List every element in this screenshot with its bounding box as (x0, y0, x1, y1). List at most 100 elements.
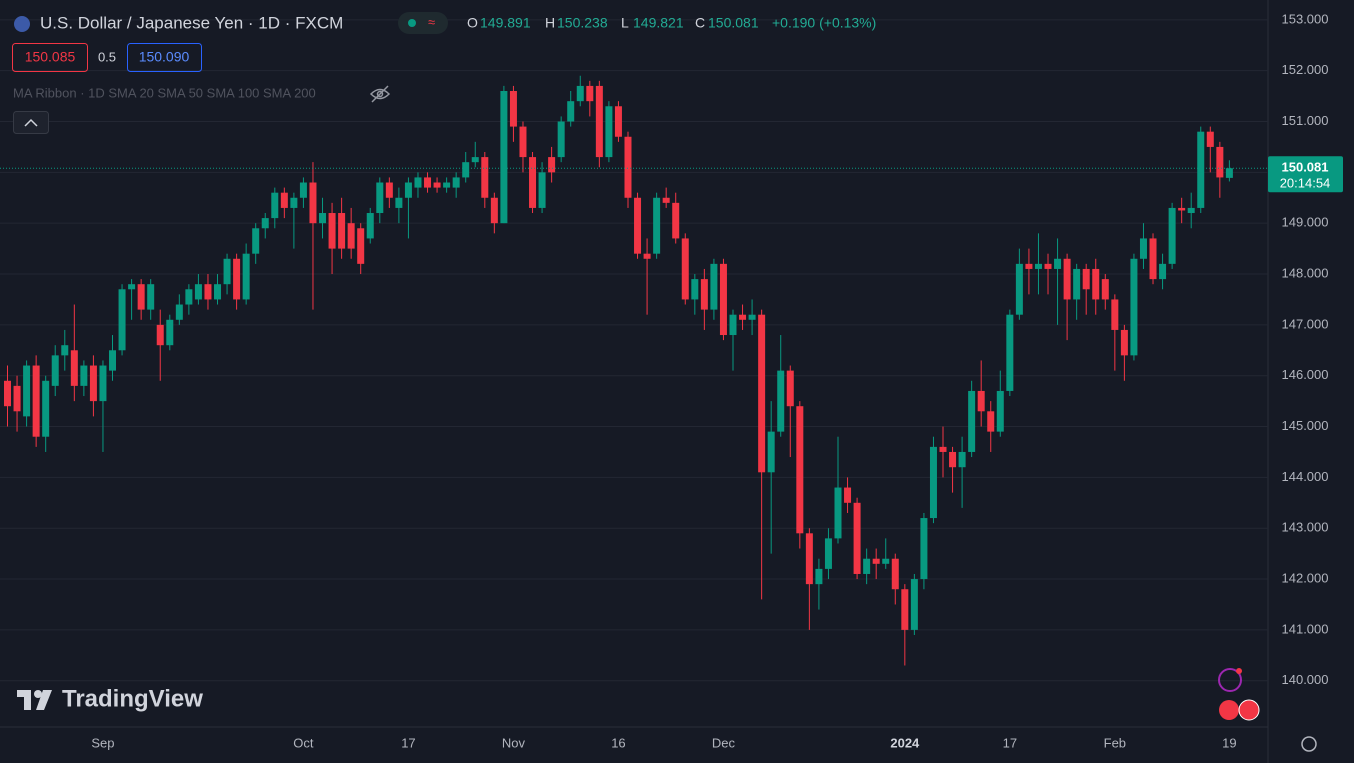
candle-body (605, 106, 613, 158)
candle-body (1216, 146, 1224, 178)
x-tick-label: Sep (91, 735, 114, 750)
candle-body (681, 238, 689, 300)
candle-body (691, 279, 699, 300)
candle-body (147, 284, 155, 310)
y-tick-label: 146.000 (1282, 367, 1329, 382)
candle-body (4, 380, 11, 407)
candle-body (844, 487, 852, 503)
alert-icon[interactable] (1218, 668, 1242, 692)
candle-body (977, 390, 985, 412)
candle-body (777, 370, 785, 432)
candle-body (662, 197, 670, 203)
candle-body (891, 558, 899, 590)
hide-icon[interactable] (369, 85, 391, 103)
y-tick-label: 153.000 (1282, 11, 1329, 26)
x-tick-label: Nov (502, 735, 526, 750)
candle-body (767, 431, 775, 473)
candle-body (1206, 131, 1214, 147)
grid (0, 19, 1268, 682)
candle-body (1006, 314, 1014, 391)
candle-body (385, 182, 393, 198)
candle-body (538, 172, 546, 208)
candle-body (452, 177, 460, 188)
candle-body (70, 350, 78, 386)
x-tick-label: 17 (1003, 735, 1017, 750)
y-tick-label: 145.000 (1282, 418, 1329, 433)
event-icon[interactable] (1219, 700, 1239, 720)
settings-icon[interactable] (1301, 736, 1317, 752)
candle-body (1178, 207, 1186, 211)
candle-body (834, 487, 842, 539)
candle-body (23, 365, 31, 417)
candle-body (548, 157, 556, 173)
y-tick-label: 149.000 (1282, 215, 1329, 230)
candle-body (853, 502, 861, 574)
x-tick-label: 2024 (890, 735, 920, 750)
buy-button[interactable] (127, 43, 202, 72)
buy-price: 150.090 (139, 49, 190, 65)
candle-body (996, 390, 1004, 432)
candle-body (882, 558, 890, 564)
sell-price: 150.085 (25, 49, 76, 65)
candle-body (653, 197, 661, 254)
candle-body (185, 289, 193, 305)
candle-body (910, 579, 918, 630)
collapse-button[interactable] (13, 111, 49, 134)
candle-body (242, 253, 250, 300)
candle-body (137, 284, 145, 310)
ohlc-letter: O (467, 15, 478, 31)
candle-body (319, 213, 327, 224)
ohlc-value: 149.821 (633, 15, 684, 31)
ohlc-value: 149.891 (480, 15, 531, 31)
candle-body (481, 157, 489, 198)
candle-body (529, 157, 537, 208)
candle-body (462, 162, 470, 178)
candle-body (1101, 279, 1109, 300)
candle-body (509, 91, 517, 127)
candle-body (309, 182, 317, 224)
candle-body (672, 202, 680, 239)
candle-body (99, 365, 107, 402)
candle-body (1025, 263, 1033, 269)
candle-body (366, 213, 374, 239)
candle-body (471, 157, 479, 163)
x-tick-label: 16 (611, 735, 625, 750)
collapse-icon (24, 118, 38, 127)
event-icon[interactable] (1238, 699, 1260, 721)
candle-body (1111, 299, 1119, 330)
candle-body (1092, 268, 1100, 300)
status-pill[interactable] (398, 12, 448, 34)
candle-body (824, 538, 832, 569)
y-tick-label: 151.000 (1282, 113, 1329, 128)
candle-body (920, 518, 928, 580)
candles (4, 75, 1233, 666)
candle-body (700, 279, 708, 310)
candle-body (939, 446, 947, 452)
candle-body (128, 284, 136, 290)
ohlc-letter: H (545, 15, 555, 31)
candle-body (901, 589, 909, 630)
indicator-label: MA Ribbon · 1D SMA 20 SMA 50 SMA 100 SMA… (13, 85, 316, 100)
x-tick-label: 17 (401, 735, 415, 750)
candle-body (1054, 258, 1062, 269)
candle-body (61, 345, 69, 356)
candle-body (949, 451, 957, 468)
brand-logo (17, 690, 52, 710)
candle-body (586, 85, 594, 102)
candle-body (614, 106, 622, 137)
candle-body (347, 223, 355, 249)
x-tick-label: Oct (293, 735, 314, 750)
candle-body (414, 177, 422, 188)
candle-body (376, 182, 384, 214)
spread: 0.5 (98, 49, 116, 64)
candle-body (214, 284, 222, 300)
candle-body (395, 197, 403, 208)
candle-body (271, 192, 279, 219)
ohlc-letter: C (695, 15, 705, 31)
candle-body (1139, 238, 1147, 259)
sell-button[interactable] (12, 43, 88, 72)
candle-body (32, 365, 40, 437)
candle-body (557, 121, 565, 158)
candle-body (223, 258, 231, 285)
candle-body (786, 370, 794, 407)
